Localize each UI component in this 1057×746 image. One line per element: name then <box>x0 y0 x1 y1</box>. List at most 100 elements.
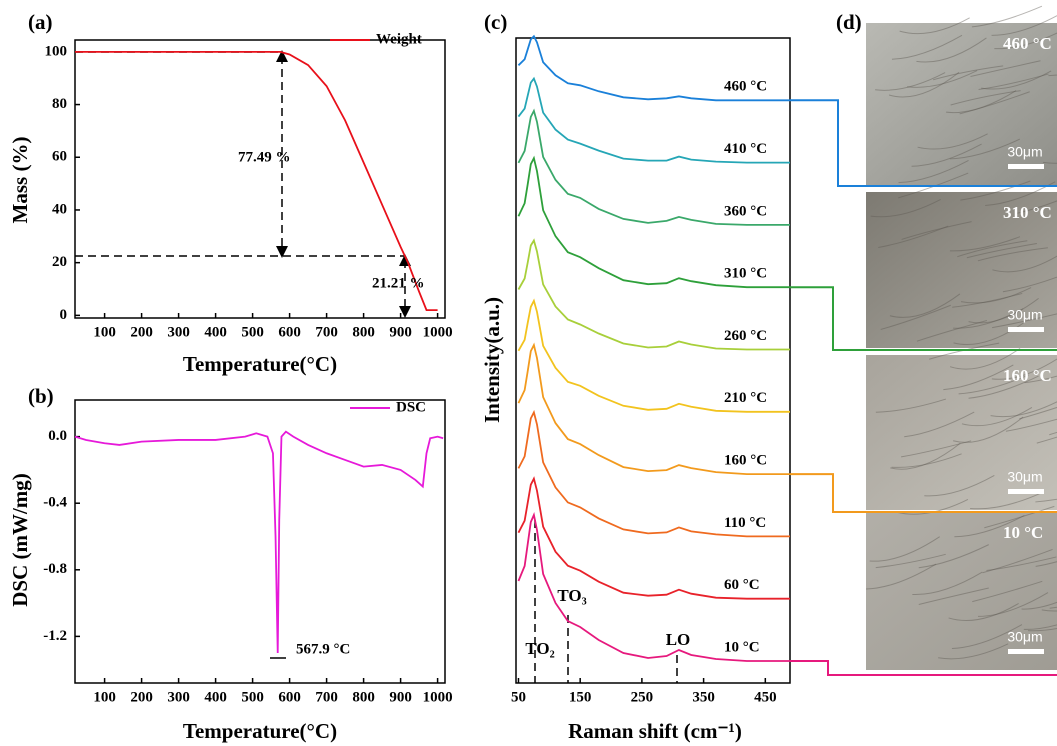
x-axis-title: Temperature(°C) <box>183 352 337 376</box>
axes-frame <box>74 39 446 319</box>
texture <box>994 32 1057 50</box>
series-label: 410 °C <box>724 141 767 157</box>
texture <box>916 320 988 342</box>
micrograph <box>866 355 1057 510</box>
series-label: 160 °C <box>724 453 767 469</box>
texture <box>1024 375 1057 384</box>
micrograph-label: 460 °C <box>1003 34 1052 53</box>
series-label: 10 °C <box>724 639 760 655</box>
texture <box>978 592 1049 617</box>
connector <box>790 286 1057 351</box>
x-tick-label: 100 <box>93 324 116 340</box>
texture <box>912 571 983 595</box>
texture <box>946 90 1017 114</box>
texture <box>1005 418 1057 432</box>
texture <box>938 643 1009 660</box>
annotation: 21.21 % <box>372 275 425 291</box>
texture <box>984 505 1055 529</box>
x-tick-label: 1000 <box>423 324 453 340</box>
texture <box>1023 624 1057 630</box>
texture <box>918 544 989 569</box>
texture <box>866 563 937 590</box>
y-axis-title: Mass (%) <box>8 137 32 224</box>
series-label: 260 °C <box>724 328 767 344</box>
texture <box>870 199 941 218</box>
scale-bar-label: 30μm <box>1007 144 1042 160</box>
texture <box>869 536 940 562</box>
texture <box>898 172 969 199</box>
y-tick-label: -0.4 <box>43 495 67 511</box>
micrograph-label: 160 °C <box>1003 366 1052 385</box>
texture <box>875 398 947 413</box>
texture <box>954 515 1025 538</box>
data-line <box>517 34 790 102</box>
panel-label: (c) <box>484 10 507 34</box>
x-tick-label: 150 <box>569 689 592 705</box>
texture <box>949 347 1021 370</box>
scale-bar-label: 30μm <box>1007 629 1042 645</box>
texture <box>972 580 1043 603</box>
x-tick-label: 600 <box>278 324 301 340</box>
texture <box>911 143 982 167</box>
x-tick-label: 700 <box>315 689 338 705</box>
texture <box>981 70 1052 90</box>
texture <box>924 474 995 497</box>
axes-frame <box>74 399 446 684</box>
x-tick-label: 250 <box>631 689 654 705</box>
x-tick-label: 900 <box>389 689 412 705</box>
annotation: 77.49 % <box>238 149 291 165</box>
texture <box>952 292 1023 308</box>
texture <box>968 297 1039 324</box>
series-label: 60 °C <box>724 577 760 593</box>
texture <box>1021 601 1057 610</box>
annotation: TO₂ <box>525 639 554 658</box>
texture <box>1028 628 1057 632</box>
data-line <box>517 298 790 413</box>
texture <box>880 304 951 330</box>
texture <box>891 453 962 468</box>
texture <box>991 358 1057 380</box>
panel-label: (b) <box>28 384 54 408</box>
y-axis-title: DSC (mW/mg) <box>8 473 32 607</box>
texture <box>949 236 1021 252</box>
panel-label: (a) <box>28 10 53 34</box>
texture <box>889 293 961 318</box>
connector <box>790 473 1057 513</box>
x-tick-label: 700 <box>315 324 338 340</box>
series-label: 460 °C <box>724 79 767 95</box>
texture <box>888 71 960 98</box>
x-tick-label: 450 <box>754 689 777 705</box>
scale-bar <box>1008 649 1044 654</box>
texture <box>1041 609 1057 612</box>
texture <box>875 72 946 91</box>
scale-bar <box>1008 327 1044 332</box>
texture <box>878 225 949 248</box>
texture <box>904 411 975 438</box>
texture <box>943 364 1014 391</box>
legend-label: DSC <box>396 399 426 415</box>
annotation: LO <box>666 630 691 649</box>
texture <box>966 243 1037 259</box>
texture <box>953 416 1024 443</box>
texture <box>917 133 988 150</box>
texture <box>970 60 1041 78</box>
texture <box>990 401 1057 418</box>
series-label: 310 °C <box>724 266 767 282</box>
data-line <box>517 476 790 600</box>
x-tick-label: 500 <box>241 324 264 340</box>
data-line <box>74 430 444 654</box>
scale-bar <box>1008 164 1044 169</box>
x-tick-label: 800 <box>352 324 375 340</box>
x-tick-label: 900 <box>389 324 412 340</box>
texture <box>970 492 1041 510</box>
annotation: TO₃ <box>557 586 586 605</box>
data-line <box>517 512 790 662</box>
texture <box>1049 606 1057 609</box>
y-tick-label: 60 <box>52 149 67 165</box>
texture <box>890 442 961 470</box>
texture <box>1002 276 1057 293</box>
texture <box>951 624 1023 649</box>
connector <box>790 660 1057 676</box>
y-tick-label: -1.2 <box>43 628 67 644</box>
